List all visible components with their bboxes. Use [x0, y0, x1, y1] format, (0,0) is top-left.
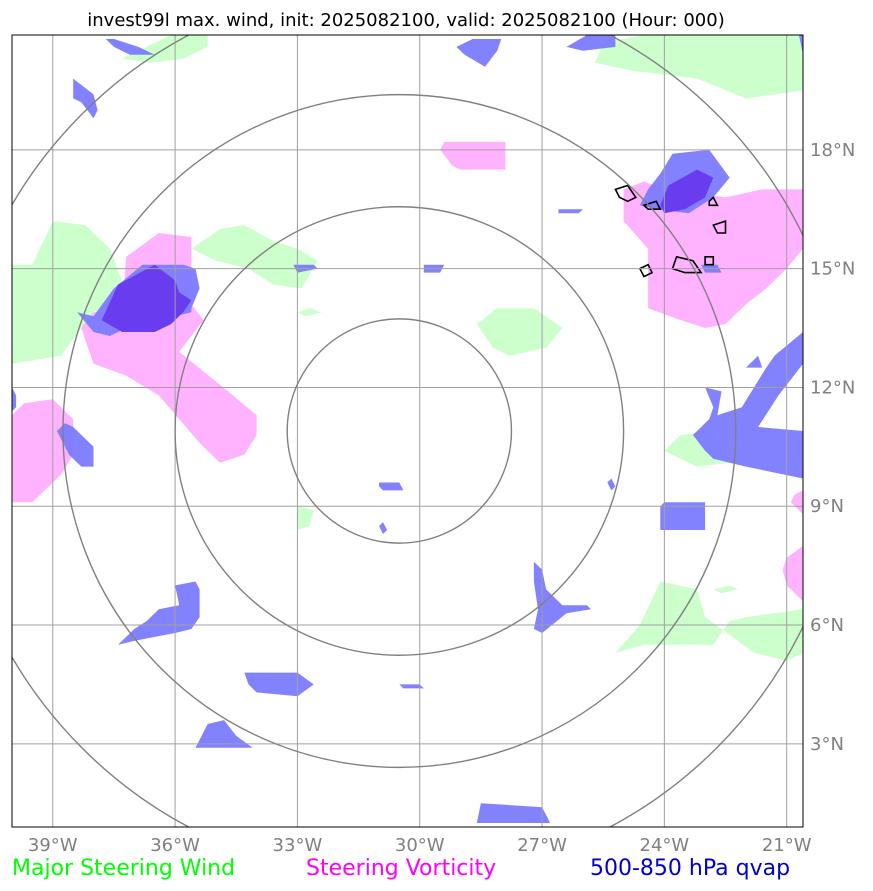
qvap-area-24	[745, 355, 763, 368]
range-ring-0	[286, 318, 513, 544]
lon-tick-label-4: 27°W	[517, 835, 567, 856]
qvap-area-5	[798, 35, 803, 55]
lon-tick-label-2: 33°W	[273, 835, 323, 856]
steering-vorticity-area-1	[12, 399, 74, 503]
lat-tick-label-0: 3°N	[810, 734, 844, 755]
max-wind-contour-layer	[614, 184, 727, 278]
qvap-area-3	[456, 39, 502, 67]
qvap-area-16	[399, 684, 424, 689]
qvap-strong-area-0	[101, 264, 192, 332]
qvap-area-21	[558, 209, 583, 214]
legend-steering-vorticity: Steering Vorticity	[306, 856, 496, 881]
qvap-area-7	[56, 423, 94, 467]
qvap-layer	[12, 35, 803, 823]
steering-wind-area-4	[476, 308, 563, 356]
lon-tick-label-0: 39°W	[28, 835, 78, 856]
max-wind-contour-4	[671, 255, 703, 274]
max-wind-contour-3	[712, 219, 727, 234]
max-wind-contour-6	[704, 255, 715, 266]
range-ring-2	[62, 93, 737, 769]
steering-vorticity-area-5	[790, 490, 803, 515]
chart-title: invest99l max. wind, init: 2025082100, v…	[87, 10, 724, 31]
qvap-area-20	[379, 522, 388, 534]
qvap-strong-area-1	[660, 169, 714, 214]
steering-vorticity-area-3	[623, 181, 803, 328]
graticule	[12, 35, 803, 827]
map-frame	[11, 34, 804, 828]
lat-tick-label-2: 9°N	[810, 496, 844, 517]
steering-vorticity-area-4	[782, 545, 803, 602]
max-wind-contour-0	[614, 184, 637, 203]
max-wind-contour-2	[708, 196, 719, 207]
steering-wind-area-9	[713, 585, 738, 594]
lon-tick-label-5: 24°W	[640, 835, 690, 856]
longitude-tick-labels: 39°W 36°W 33°W 30°W 27°W 24°W 21°W	[28, 835, 812, 856]
lon-tick-label-3: 30°W	[395, 835, 445, 856]
max-wind-contour-5	[638, 263, 654, 278]
qvap-strong-layer	[101, 169, 714, 332]
steering-wind-area-3	[191, 225, 318, 289]
qvap-area-14	[533, 561, 591, 633]
lat-tick-label-3: 12°N	[810, 377, 855, 398]
map-area	[12, 35, 803, 827]
lat-tick-label-1: 6°N	[810, 615, 844, 636]
legend-qvap: 500-850 hPa qvap	[590, 856, 790, 881]
max-wind-contour-1	[642, 200, 662, 210]
steering-wind-area-1	[595, 35, 803, 99]
steering-vorticity-area-2	[440, 141, 506, 170]
lat-tick-label-5: 18°N	[810, 140, 855, 161]
lon-tick-label-6: 21°W	[762, 835, 812, 856]
lat-tick-label-4: 15°N	[810, 259, 855, 280]
qvap-area-13	[195, 720, 253, 748]
range-ring-1	[174, 206, 625, 656]
qvap-area-23	[476, 803, 551, 823]
qvap-area-8	[12, 387, 17, 412]
qvap-area-11	[118, 581, 200, 645]
qvap-area-4	[566, 35, 616, 51]
qvap-area-15	[379, 482, 404, 491]
legend-major-steering-wind: Major Steering Wind	[12, 856, 235, 881]
latitude-tick-labels: 3°N 6°N 9°N 12°N 15°N 18°N	[810, 140, 855, 755]
steering-wind-area-7	[297, 506, 314, 530]
steering-wind-area-2	[12, 221, 127, 364]
qvap-area-9	[692, 332, 803, 479]
qvap-area-1	[73, 78, 98, 119]
steering-wind-area-5	[297, 308, 322, 317]
qvap-area-19	[607, 478, 616, 491]
lon-tick-label-1: 36°W	[150, 835, 200, 856]
range-rings	[12, 35, 803, 827]
qvap-area-10	[660, 502, 706, 530]
qvap-area-12	[244, 672, 314, 697]
qvap-area-2	[105, 39, 155, 55]
